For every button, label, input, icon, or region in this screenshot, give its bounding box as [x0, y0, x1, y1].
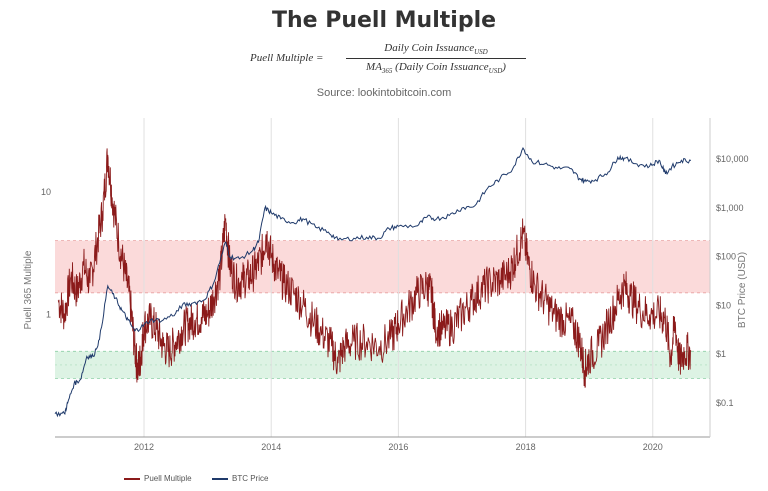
x-tick-2018: 2018	[516, 442, 536, 452]
series-btc-price	[54, 146, 692, 418]
axes	[55, 118, 711, 438]
series-lines	[54, 146, 692, 418]
legend: Puell Multiple BTC Price	[0, 474, 768, 486]
right-axis-title: BTC Price (USD)	[737, 252, 748, 328]
x-tick-2012: 2012	[134, 442, 154, 452]
band-overvalued	[55, 240, 710, 293]
right-tick-10000: $10,000	[716, 154, 749, 164]
x-tick-2016: 2016	[388, 442, 408, 452]
x-tick-2014: 2014	[261, 442, 281, 452]
source-note: Source: lookintobitcoin.com	[316, 87, 452, 99]
right-tick-100: $100	[716, 252, 736, 262]
left-axis-title: Puell 365 Multiple	[23, 250, 34, 329]
legend-item-puell[interactable]: Puell Multiple	[124, 474, 192, 483]
formula-denominator: MA365 (Daily Coin IssuanceUSD)	[366, 61, 506, 76]
series-puell-multiple	[57, 148, 692, 388]
legend-swatch-puell	[124, 477, 140, 480]
left-tick-10: 10	[41, 187, 51, 197]
right-tick-1000: $1,000	[716, 203, 744, 213]
formula-lhs: Puell Multiple =	[250, 52, 324, 64]
legend-item-btc[interactable]: BTC Price	[212, 474, 268, 483]
right-tick-1: $1	[716, 349, 726, 359]
formula-numerator: Daily Coin IssuanceUSD	[346, 42, 526, 60]
puell-formula: Puell Multiple = Daily Coin IssuanceUSD …	[250, 42, 530, 76]
legend-swatch-btc	[212, 477, 228, 480]
left-tick-1: 1	[46, 309, 51, 319]
zone-bands	[55, 240, 710, 379]
chart-title: The Puell Multiple	[271, 8, 497, 33]
x-tick-2020: 2020	[643, 442, 663, 452]
right-tick-10: $10	[716, 300, 731, 310]
gridlines	[143, 118, 654, 437]
formula-fraction: Daily Coin IssuanceUSD MA365 (Daily Coin…	[346, 42, 526, 75]
right-tick-01: $0.1	[716, 398, 734, 408]
tick-labels: 2012 2014 2016 2018 2020 $10,000 $1,000 $100 $10…	[41, 154, 749, 452]
